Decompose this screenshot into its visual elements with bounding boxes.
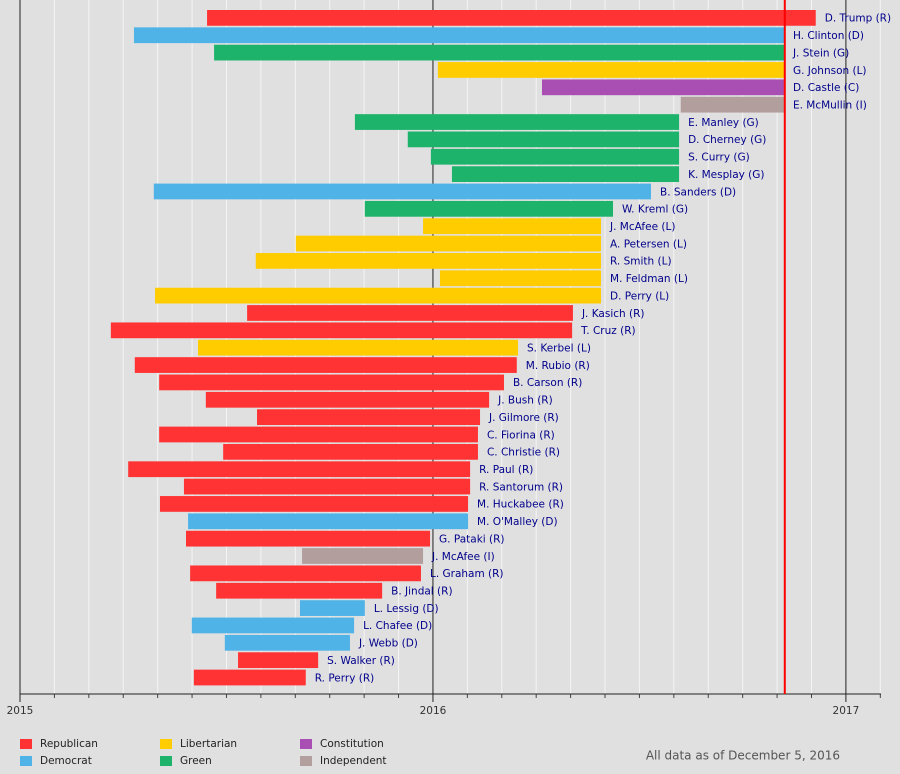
- footnote: All data as of December 5, 2016: [646, 749, 840, 763]
- x-tick-label: 2015: [7, 705, 34, 717]
- bar-label: R. Paul (R): [479, 464, 533, 476]
- bar-label: W. Kreml (G): [622, 204, 688, 216]
- bar-label: H. Clinton (D): [793, 30, 864, 42]
- legend-swatch: [160, 739, 172, 749]
- bar: [354, 114, 680, 130]
- bar-label: E. McMullin (I): [793, 99, 867, 111]
- bar-label: R. Smith (L): [610, 256, 672, 268]
- bar: [153, 183, 651, 200]
- bar-label: J. Stein (G): [792, 47, 849, 59]
- bar-label: D. Perry (L): [610, 290, 669, 302]
- bar: [110, 322, 573, 339]
- legend-label: Green: [180, 755, 212, 767]
- bar: [295, 235, 602, 252]
- x-tick-label: 2017: [833, 705, 860, 717]
- legend-swatch: [20, 739, 32, 749]
- bar: [541, 79, 784, 96]
- bar-label: D. Cherney (G): [688, 134, 766, 146]
- bar-label: S. Curry (G): [688, 152, 750, 164]
- bar-label: A. Petersen (L): [610, 238, 687, 250]
- bar-label: J. Webb (D): [358, 638, 418, 650]
- bar-label: L. Graham (R): [430, 568, 504, 580]
- bar: [214, 44, 784, 61]
- bar-label: R. Perry (R): [315, 672, 375, 684]
- bar-label: L. Lessig (D): [374, 603, 439, 615]
- bar: [159, 496, 469, 512]
- legend-label: Constitution: [320, 738, 384, 750]
- bar-label: C. Christie (R): [487, 447, 560, 459]
- bar-label: M. Huckabee (R): [477, 499, 564, 511]
- bar-label: T. Cruz (R): [580, 325, 635, 337]
- legend-label: Libertarian: [180, 738, 237, 750]
- bar-label: K. Mesplay (G): [688, 169, 764, 181]
- bar: [207, 10, 816, 26]
- bar: [134, 357, 517, 373]
- bar: [205, 391, 490, 408]
- bar: [190, 565, 421, 582]
- bar: [183, 478, 471, 495]
- bar: [437, 62, 784, 78]
- bar-label: J. McAfee (I): [431, 551, 495, 563]
- bar: [407, 131, 680, 148]
- bar: [193, 669, 306, 686]
- bar: [451, 166, 680, 182]
- bar: [197, 339, 519, 356]
- bar: [423, 218, 602, 235]
- bar: [128, 461, 471, 478]
- bar: [255, 253, 602, 269]
- bar: [159, 374, 504, 391]
- bar: [257, 409, 481, 426]
- bar: [191, 617, 355, 634]
- bar-label: J. Bush (R): [497, 395, 553, 407]
- legend-swatch: [300, 739, 312, 749]
- bar-label: L. Chafee (D): [363, 620, 432, 632]
- bar: [159, 426, 478, 443]
- x-tick-label: 2016: [420, 705, 447, 717]
- bar: [155, 287, 602, 304]
- bar-label: B. Carson (R): [513, 377, 582, 389]
- bar-label: M. Feldman (L): [610, 273, 688, 285]
- legend-swatch: [160, 756, 172, 766]
- bar: [680, 96, 784, 113]
- bar: [299, 600, 365, 616]
- bar: [216, 582, 383, 599]
- bar: [224, 634, 350, 651]
- bar: [439, 270, 602, 287]
- bar-label: D. Trump (R): [825, 13, 891, 25]
- legend-label: Democrat: [40, 755, 92, 767]
- legend-swatch: [20, 756, 32, 766]
- bar-label: E. Manley (G): [688, 117, 759, 129]
- bar-label: M. O'Malley (D): [477, 516, 558, 528]
- legend-label: Independent: [320, 755, 387, 767]
- bar: [247, 305, 573, 321]
- legend-swatch: [300, 756, 312, 766]
- bar: [364, 200, 613, 217]
- bar: [188, 513, 469, 530]
- bar-label: G. Pataki (R): [439, 533, 504, 545]
- bar: [223, 443, 478, 460]
- bar-label: C. Fiorina (R): [487, 429, 555, 441]
- legend-label: Republican: [40, 738, 98, 750]
- bar-label: D. Castle (C): [793, 82, 859, 94]
- bar-label: J. McAfee (L): [609, 221, 675, 233]
- bar: [430, 148, 680, 165]
- bar: [186, 530, 431, 547]
- bar-label: M. Rubio (R): [526, 360, 590, 372]
- bar: [238, 652, 319, 669]
- bar-label: S. Kerbel (L): [527, 343, 591, 355]
- bar-label: B. Sanders (D): [660, 186, 736, 198]
- bar-label: J. Kasich (R): [581, 308, 645, 320]
- bar-label: S. Walker (R): [327, 655, 395, 667]
- bar-label: R. Santorum (R): [479, 481, 563, 493]
- bar: [133, 27, 784, 44]
- bar-label: B. Jindal (R): [391, 586, 452, 598]
- bar-label: G. Johnson (L): [793, 65, 867, 77]
- bar-label: J. Gilmore (R): [488, 412, 559, 424]
- bar: [302, 548, 424, 564]
